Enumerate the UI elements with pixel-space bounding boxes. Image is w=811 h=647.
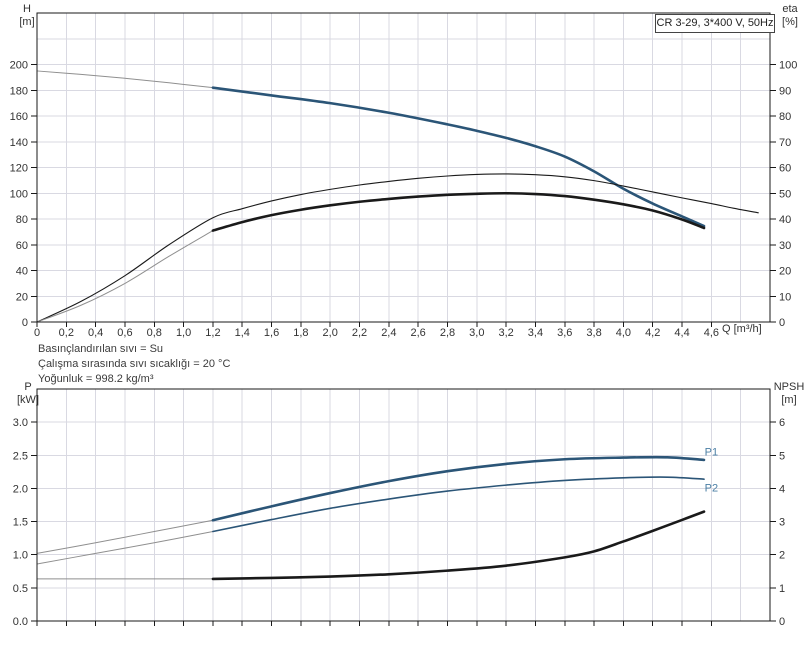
pump-model-title-box: CR 3-29, 3*400 V, 50Hz <box>655 14 775 33</box>
eta-axis-title-line2: [%] <box>782 16 798 28</box>
x-tick-label: 4,4 <box>674 327 689 339</box>
power-npsh-chart: 0.0 0.5 1.0 1.5 2.0 2.5 3.0 0 1 2 3 4 5 6 P1 P2 <box>13 388 785 628</box>
npsh-axis-title: NPSH [m] <box>768 381 810 407</box>
x-tick-label: 1,8 <box>293 327 308 339</box>
x-tick-label: 1,2 <box>205 327 220 339</box>
y2-tick-label: 6 <box>779 417 785 429</box>
y2-tick-label: 1 <box>779 583 785 595</box>
x-tick-label: 3,8 <box>586 327 601 339</box>
condition-density: Yoğunluk = 998.2 kg/m³ <box>38 373 154 385</box>
y2-tick-label: 60 <box>779 163 791 175</box>
p1-extension <box>36 519 214 554</box>
y2-tick-label: 30 <box>779 240 791 252</box>
y2-tick-label: 0 <box>779 317 785 329</box>
h-axis-title-line2: [m] <box>19 16 35 28</box>
x-tick-label: 2,2 <box>352 327 367 339</box>
hq-eta-chart: 0 20 40 60 80 100 120 140 160 180 200 0 10 20 30 40 50 60… <box>10 12 798 340</box>
gridlines <box>37 389 770 621</box>
x-tick-label: 0,6 <box>117 327 132 339</box>
x-tick-label: 1,6 <box>264 327 279 339</box>
y2-tick-label: 10 <box>779 291 791 303</box>
x-tick-label: 3,0 <box>469 327 484 339</box>
x-tick-label: 2,0 <box>323 327 338 339</box>
y-tick-label: 120 <box>10 163 28 175</box>
y-tick-label: 100 <box>10 188 28 200</box>
y2-tick-label: 80 <box>779 111 791 123</box>
y-tick-label: 0.5 <box>13 583 28 595</box>
npsh-axis-title-line2: [m] <box>781 394 797 406</box>
x-tick-label: 4,0 <box>616 327 631 339</box>
y2-tick-label: 2 <box>779 550 785 562</box>
p-axis-title: P [kW] <box>12 381 44 407</box>
x-tick-label: 3,2 <box>498 327 513 339</box>
eta-axis-title: eta [%] <box>773 3 807 29</box>
x-tick-label: 1,0 <box>176 327 191 339</box>
x-tick-label: 4,6 <box>704 327 719 339</box>
q-axis-unit: Q [m³/h] <box>722 323 762 335</box>
y2-tick-label: 100 <box>779 60 797 72</box>
y-tick-label: 60 <box>16 240 28 252</box>
axis-ticks: 0.0 0.5 1.0 1.5 2.0 2.5 3.0 0 1 2 3 4 5 6 <box>13 417 785 628</box>
y2-tick-label: 40 <box>779 214 791 226</box>
gridlines <box>37 13 770 322</box>
y2-tick-label: 70 <box>779 137 791 149</box>
axis-ticks: 0 20 40 60 80 100 120 140 160 180 200 0 10 20 30 40 50 60… <box>10 60 798 340</box>
x-tick-label: 2,8 <box>440 327 455 339</box>
y-tick-label: 200 <box>10 60 28 72</box>
x-tick-label: 2,6 <box>411 327 426 339</box>
y2-tick-label: 50 <box>779 188 791 200</box>
p-axis-title-line1: P <box>24 381 32 393</box>
x-tick-label: 0,8 <box>147 327 162 339</box>
y-tick-label: 1.0 <box>13 550 28 562</box>
h-curve <box>211 86 706 228</box>
x-tick-label: 0,4 <box>88 327 103 339</box>
y2-tick-label: 20 <box>779 266 791 278</box>
eta-total-curve <box>211 191 706 232</box>
y-tick-label: 2.0 <box>13 483 28 495</box>
y-tick-label: 160 <box>10 111 28 123</box>
curve-label-p1: P1 <box>705 446 718 458</box>
h-axis-title-line1: H <box>23 3 31 15</box>
eta-total-extension <box>36 230 214 323</box>
npsh-axis-title-line1: NPSH <box>773 381 805 393</box>
p2-curve <box>212 476 705 533</box>
y-tick-label: 20 <box>16 291 28 303</box>
eta-axis-title-line1: eta <box>782 3 798 15</box>
y2-tick-label: 0 <box>779 616 785 628</box>
y2-tick-label: 90 <box>779 85 791 97</box>
y-tick-label: 1.5 <box>13 517 28 529</box>
x-tick-label: 0,2 <box>59 327 74 339</box>
condition-temperature: Çalışma sırasında sıvı sıcaklığı = 20 °C <box>38 358 231 370</box>
p1-curve <box>211 455 706 522</box>
h-curve-extension <box>36 70 214 89</box>
p2-extension <box>36 531 214 565</box>
y-tick-label: 140 <box>10 137 28 149</box>
x-tick-label: 3,6 <box>557 327 572 339</box>
p-axis-title-line2: [kW] <box>17 394 39 406</box>
y-tick-label: 180 <box>10 85 28 97</box>
plot-frame <box>36 388 771 622</box>
y-tick-label: 40 <box>16 266 28 278</box>
npsh-curve <box>211 510 706 581</box>
y-tick-label: 0.0 <box>13 616 28 628</box>
x-tick-label: 1,4 <box>235 327 250 339</box>
curve-label-p2: P2 <box>705 483 718 495</box>
x-tick-label: 2,4 <box>381 327 396 339</box>
y-tick-label: 3.0 <box>13 417 28 429</box>
x-tick-label: 3,4 <box>528 327 543 339</box>
y-tick-label: 2.5 <box>13 450 28 462</box>
operating-conditions: Basınçlandırılan sıvı = Su Çalışma sıras… <box>38 342 230 387</box>
x-tick-label: 0 <box>34 327 40 339</box>
y-tick-label: 80 <box>16 214 28 226</box>
h-axis-title: H [m] <box>12 3 42 29</box>
y-tick-label: 0 <box>22 317 28 329</box>
eta-pump-curve <box>36 173 759 323</box>
y2-tick-label: 5 <box>779 450 785 462</box>
condition-liquid: Basınçlandırılan sıvı = Su <box>38 343 164 355</box>
y2-tick-label: 3 <box>779 517 785 529</box>
x-tick-label: 4,2 <box>645 327 660 339</box>
y2-tick-label: 4 <box>779 483 785 495</box>
